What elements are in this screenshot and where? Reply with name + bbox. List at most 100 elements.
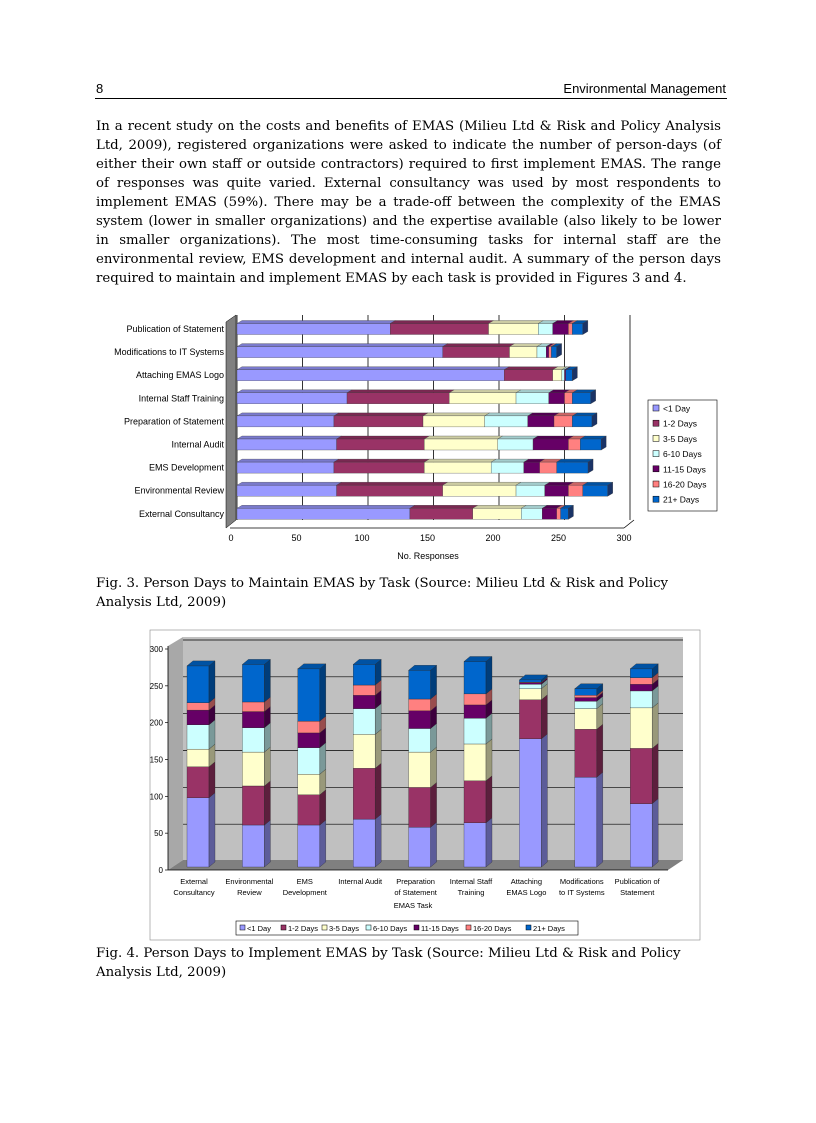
chart2-bar-side <box>430 782 437 828</box>
chart1-bar-segment <box>556 461 589 474</box>
chart1-bar-end <box>607 481 613 497</box>
chart2-bar-top <box>352 659 382 665</box>
chart2-category-label: Consultancy <box>173 888 215 897</box>
chart2-bar-segment <box>519 688 542 700</box>
chart1-bar-segment <box>515 485 546 497</box>
chart1-bar-segment <box>236 346 443 358</box>
chart1-bar-segment <box>552 323 569 335</box>
chart1-legend-label: <1 Day <box>663 404 691 414</box>
chart2-bar-segment <box>574 695 597 698</box>
chart2-bar-side <box>208 660 216 704</box>
chart2-bar-segment <box>242 785 265 826</box>
chart2-bar-side <box>319 789 326 826</box>
chart2-bar-segment <box>242 727 265 753</box>
chart1-xtick-label: 50 <box>291 533 301 543</box>
chart2-category-label: Development <box>283 888 328 897</box>
chart2-bar-side <box>485 817 493 868</box>
chart2-bar-side <box>485 712 493 745</box>
chart2-legend-swatch <box>365 924 372 931</box>
chart2-legend <box>235 920 579 936</box>
chart1-xtick-label: 0 <box>228 533 233 543</box>
chart1-bar-segment <box>546 346 549 358</box>
chart1-bar-top <box>236 320 396 324</box>
chart2-bar-top <box>297 663 327 669</box>
chart1-bar-segment <box>515 392 549 404</box>
chart2-bar-segment <box>408 728 431 753</box>
chart1-bar-segment <box>523 461 540 474</box>
figure-4-caption: Fig. 4. Person Days to Implement EMAS by… <box>96 946 681 980</box>
chart1-bar-top <box>490 458 530 463</box>
chart1-floor-edge <box>623 519 635 529</box>
chart2-bar-segment <box>463 718 487 745</box>
chart2-bar-segment <box>353 768 376 820</box>
chart2-ytick-label: 100 <box>150 792 164 801</box>
chart2-bar-segment <box>630 803 653 868</box>
chart2-bar-side <box>541 694 548 740</box>
chart2-bar-segment <box>186 665 210 703</box>
chart1-category-label: Internal Audit <box>171 440 224 450</box>
chart2-bar-segment <box>186 724 210 750</box>
chart1-bar-top <box>422 412 491 417</box>
chart2-bar-side <box>596 771 603 868</box>
chart1-legend-swatch <box>652 419 660 427</box>
chart1-bar-segment <box>551 346 557 358</box>
chart1-bar-top <box>336 435 430 440</box>
chart2-legend-swatch <box>465 924 472 931</box>
chart2-legend-label: 3-5 Days <box>329 924 359 933</box>
chart2-bar-side <box>208 761 216 799</box>
chart1-bar-segment <box>333 461 425 474</box>
chart1-bar-top <box>497 435 539 440</box>
chart2-bar-segment <box>630 707 653 749</box>
chart2-bar-top <box>241 659 271 665</box>
chart1-bar-top <box>556 458 594 463</box>
figure-3-caption: Fig. 3. Person Days to Maintain EMAS by … <box>96 576 669 610</box>
chart2-legend-label: 6-10 Days <box>373 924 407 933</box>
chart2-bar-segment <box>408 827 431 868</box>
chart1-legend <box>647 399 718 512</box>
chart1-legend-swatch <box>652 404 660 412</box>
chart1-bar-segment <box>504 369 553 381</box>
chart1-bar-segment <box>422 415 485 428</box>
chart2-bar-segment <box>463 743 487 781</box>
chart2-bar-segment <box>297 720 320 734</box>
chart2-bar-segment <box>186 748 210 767</box>
chart1-bar-end <box>601 435 607 451</box>
chart1-bar-segment <box>556 508 561 520</box>
chart1-bar-end <box>572 366 578 381</box>
chart2-category-label: EMAS Logo <box>506 888 546 897</box>
chart2-legend-swatch <box>239 924 246 931</box>
chart1-bar-top <box>515 389 555 393</box>
chart2-bar-side <box>319 742 326 775</box>
chart1-bar-segment <box>582 485 608 497</box>
chart1-bar-top <box>442 343 516 347</box>
chart2-bar-top <box>518 674 548 681</box>
chart2-ytick-label: 50 <box>154 829 163 838</box>
chart1-xtick-label: 200 <box>485 533 500 543</box>
chart2-bar-segment <box>519 682 542 685</box>
chart1-x-axis-title: No. Responses <box>397 551 459 561</box>
chart2-bar-segment <box>630 668 653 678</box>
chart1-bar-segment <box>542 508 557 520</box>
chart2-bar-side <box>652 702 659 749</box>
chart1-side-wall <box>225 314 237 529</box>
chart2-bar-segment <box>186 766 210 798</box>
chart1-bar-segment <box>236 415 335 428</box>
chart1-bar-top <box>333 412 429 417</box>
chart1-legend-swatch <box>652 465 660 473</box>
chart1-legend-label: 21+ Days <box>663 495 699 505</box>
chart2-bar-top <box>574 683 604 689</box>
chart1-bar-segment <box>552 369 563 381</box>
chart1-legend-label: 6-10 Days <box>663 449 702 459</box>
page-number: 8 <box>96 81 104 96</box>
chart2-bar-segment <box>353 664 376 686</box>
chart1-legend-label: 16-20 Days <box>663 480 706 490</box>
chart1-category-label: EMS Development <box>149 463 225 473</box>
chart1-bar-top <box>508 343 543 347</box>
chart1-bar-top <box>236 482 343 486</box>
chart2-bar-segment <box>630 677 653 685</box>
chart2-bar-segment <box>186 709 210 725</box>
chart1-bar-top <box>236 458 340 463</box>
chart2-bar-side <box>541 733 548 868</box>
chart1-bar-top <box>423 435 504 440</box>
